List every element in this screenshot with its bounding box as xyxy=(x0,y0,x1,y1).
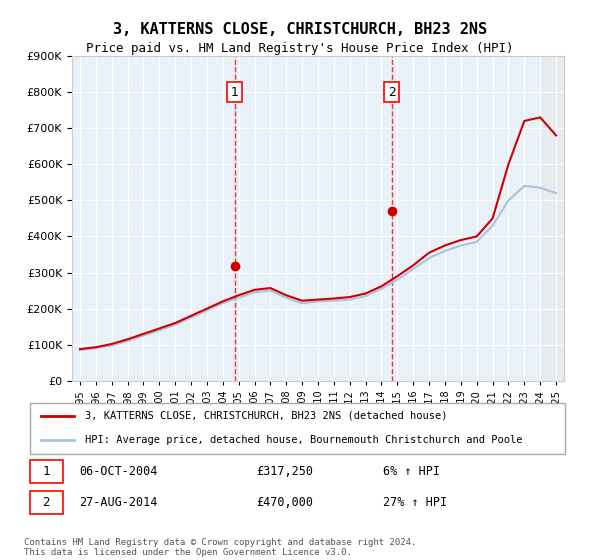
Text: HPI: Average price, detached house, Bournemouth Christchurch and Poole: HPI: Average price, detached house, Bour… xyxy=(85,435,522,445)
Text: 2: 2 xyxy=(388,86,396,99)
Text: £470,000: £470,000 xyxy=(256,496,313,509)
Text: 6% ↑ HPI: 6% ↑ HPI xyxy=(383,465,440,478)
Text: 3, KATTERNS CLOSE, CHRISTCHURCH, BH23 2NS: 3, KATTERNS CLOSE, CHRISTCHURCH, BH23 2N… xyxy=(113,22,487,38)
Text: £317,250: £317,250 xyxy=(256,465,313,478)
Text: 27% ↑ HPI: 27% ↑ HPI xyxy=(383,496,447,509)
Text: 2: 2 xyxy=(43,496,50,509)
Text: 27-AUG-2014: 27-AUG-2014 xyxy=(79,496,158,509)
Text: 1: 1 xyxy=(43,465,50,478)
Text: Price paid vs. HM Land Registry's House Price Index (HPI): Price paid vs. HM Land Registry's House … xyxy=(86,42,514,55)
Text: 3, KATTERNS CLOSE, CHRISTCHURCH, BH23 2NS (detached house): 3, KATTERNS CLOSE, CHRISTCHURCH, BH23 2N… xyxy=(85,410,447,421)
Text: 06-OCT-2004: 06-OCT-2004 xyxy=(79,465,158,478)
FancyBboxPatch shape xyxy=(29,460,62,483)
Text: 1: 1 xyxy=(231,86,239,99)
FancyBboxPatch shape xyxy=(29,403,565,454)
Text: Contains HM Land Registry data © Crown copyright and database right 2024.
This d: Contains HM Land Registry data © Crown c… xyxy=(24,538,416,557)
Bar xyxy=(540,56,564,381)
FancyBboxPatch shape xyxy=(29,491,62,514)
